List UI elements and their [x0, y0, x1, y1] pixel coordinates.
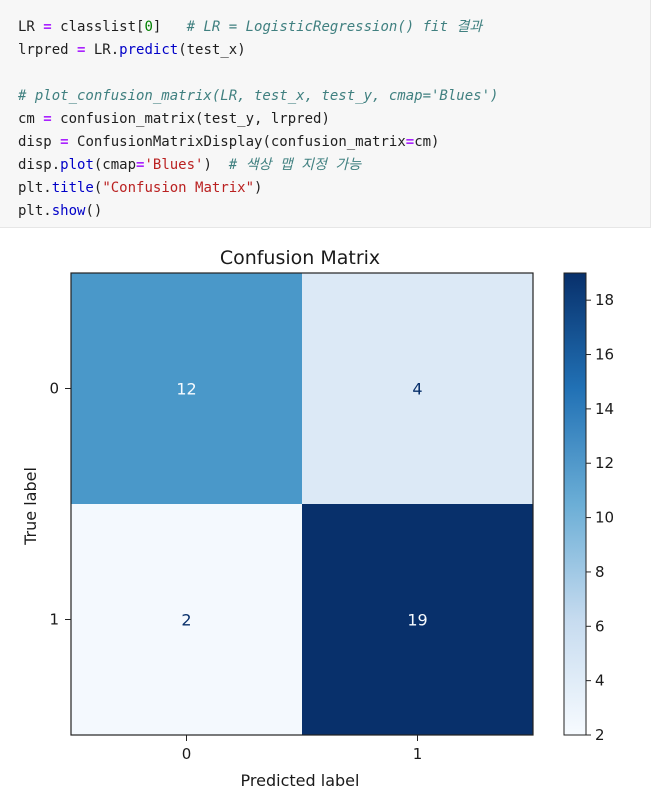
- code-token: # 색상 맵 지정 가능: [228, 157, 362, 173]
- code-line: disp = ConfusionMatrixDisplay(confusion_…: [18, 131, 650, 154]
- colorbar-tick-label: 2: [595, 726, 605, 744]
- colorbar-frame: [563, 272, 587, 736]
- matrix-cell-value: 19: [407, 611, 427, 630]
- code-token: confusion_matrix(test_y, lrpred): [51, 111, 330, 127]
- code-token: =: [43, 111, 52, 127]
- y-tick-label: 0: [49, 380, 59, 398]
- code-token: LR: [18, 19, 44, 35]
- code-token: (cmap: [93, 157, 137, 173]
- code-line: LR = classlist[0] # LR = LogisticRegress…: [18, 16, 650, 39]
- code-token: plt.: [18, 180, 52, 196]
- code-token: =: [77, 42, 86, 58]
- code-token: ]: [152, 19, 187, 35]
- code-line: disp.plot(cmap='Blues') # 색상 맵 지정 가능: [18, 154, 650, 177]
- code-token: (): [85, 203, 103, 219]
- y-axis-label: True label: [21, 467, 40, 546]
- code-token: cm): [414, 134, 440, 150]
- code-line: [18, 62, 650, 85]
- colorbar-tick-label: 6: [595, 617, 605, 635]
- code-token: # plot_confusion_matrix(LR, test_x, test…: [18, 88, 499, 104]
- code-editor[interactable]: LR = classlist[0] # LR = LogisticRegress…: [0, 0, 650, 223]
- matrix-cell-value: 2: [181, 611, 191, 630]
- matrix-cell-value: 12: [176, 380, 196, 399]
- code-cell[interactable]: LR = classlist[0] # LR = LogisticRegress…: [0, 0, 651, 228]
- colorbar-tick-label: 12: [595, 454, 614, 472]
- plot-frame: [70, 272, 534, 736]
- code-token: predict: [119, 42, 179, 58]
- colorbar-tick-label: 18: [595, 291, 614, 309]
- code-token: plot: [60, 157, 94, 173]
- colorbar-tick-label: 8: [595, 563, 605, 581]
- code-token: lrpred: [18, 42, 78, 58]
- x-axis-label: Predicted label: [241, 771, 360, 790]
- code-token: LR.: [85, 42, 120, 58]
- code-token: ): [203, 157, 229, 173]
- code-line: plt.show(): [18, 200, 650, 223]
- chart-title: Confusion Matrix: [220, 247, 380, 269]
- code-line: cm = confusion_matrix(test_y, lrpred): [18, 108, 650, 131]
- x-tick-label: 1: [413, 745, 423, 763]
- code-token: ): [254, 180, 263, 196]
- code-token: =: [60, 134, 69, 150]
- code-token: # LR = LogisticRegression() fit 결과: [186, 19, 483, 35]
- code-token: "Confusion Matrix": [102, 180, 255, 196]
- matrix-cell: [302, 273, 533, 504]
- x-tick-label: 0: [182, 745, 192, 763]
- colorbar-tick-label: 14: [595, 400, 614, 418]
- code-token: (test_x): [178, 42, 246, 58]
- confusion-matrix-figure: Confusion Matrix 12 42 19 0 101 Predicted l…: [21, 247, 614, 790]
- code-token: classlist[: [51, 19, 145, 35]
- code-token: =: [405, 134, 415, 150]
- code-token: show: [51, 203, 86, 219]
- code-token: cm: [18, 111, 44, 127]
- code-token: title: [51, 180, 94, 196]
- matrix-cell-value: 4: [412, 380, 422, 399]
- code-token: =: [43, 19, 52, 35]
- colorbar-tick-label: 16: [595, 346, 614, 364]
- code-token: ConfusionMatrixDisplay(confusion_matrix: [68, 134, 406, 150]
- code-token: disp: [18, 134, 61, 150]
- code-line: lrpred = LR.predict(test_x): [18, 39, 650, 62]
- code-line: # plot_confusion_matrix(LR, test_x, test…: [18, 85, 650, 108]
- code-token: 0: [144, 19, 153, 35]
- matrix-cell: [302, 504, 533, 735]
- code-token: disp.: [18, 157, 61, 173]
- colorbar-gradient: [564, 273, 586, 735]
- colorbar-tick-label: 10: [595, 509, 614, 527]
- matrix-cell: [71, 273, 302, 504]
- colorbar-tick-label: 4: [595, 672, 605, 690]
- code-line: plt.title("Confusion Matrix"): [18, 177, 650, 200]
- matrix-cell: [71, 504, 302, 735]
- code-token: =: [136, 157, 145, 173]
- y-tick-label: 1: [49, 611, 59, 629]
- code-token: 'Blues': [144, 157, 204, 173]
- code-token: plt.: [18, 203, 52, 219]
- code-token: (: [93, 180, 103, 196]
